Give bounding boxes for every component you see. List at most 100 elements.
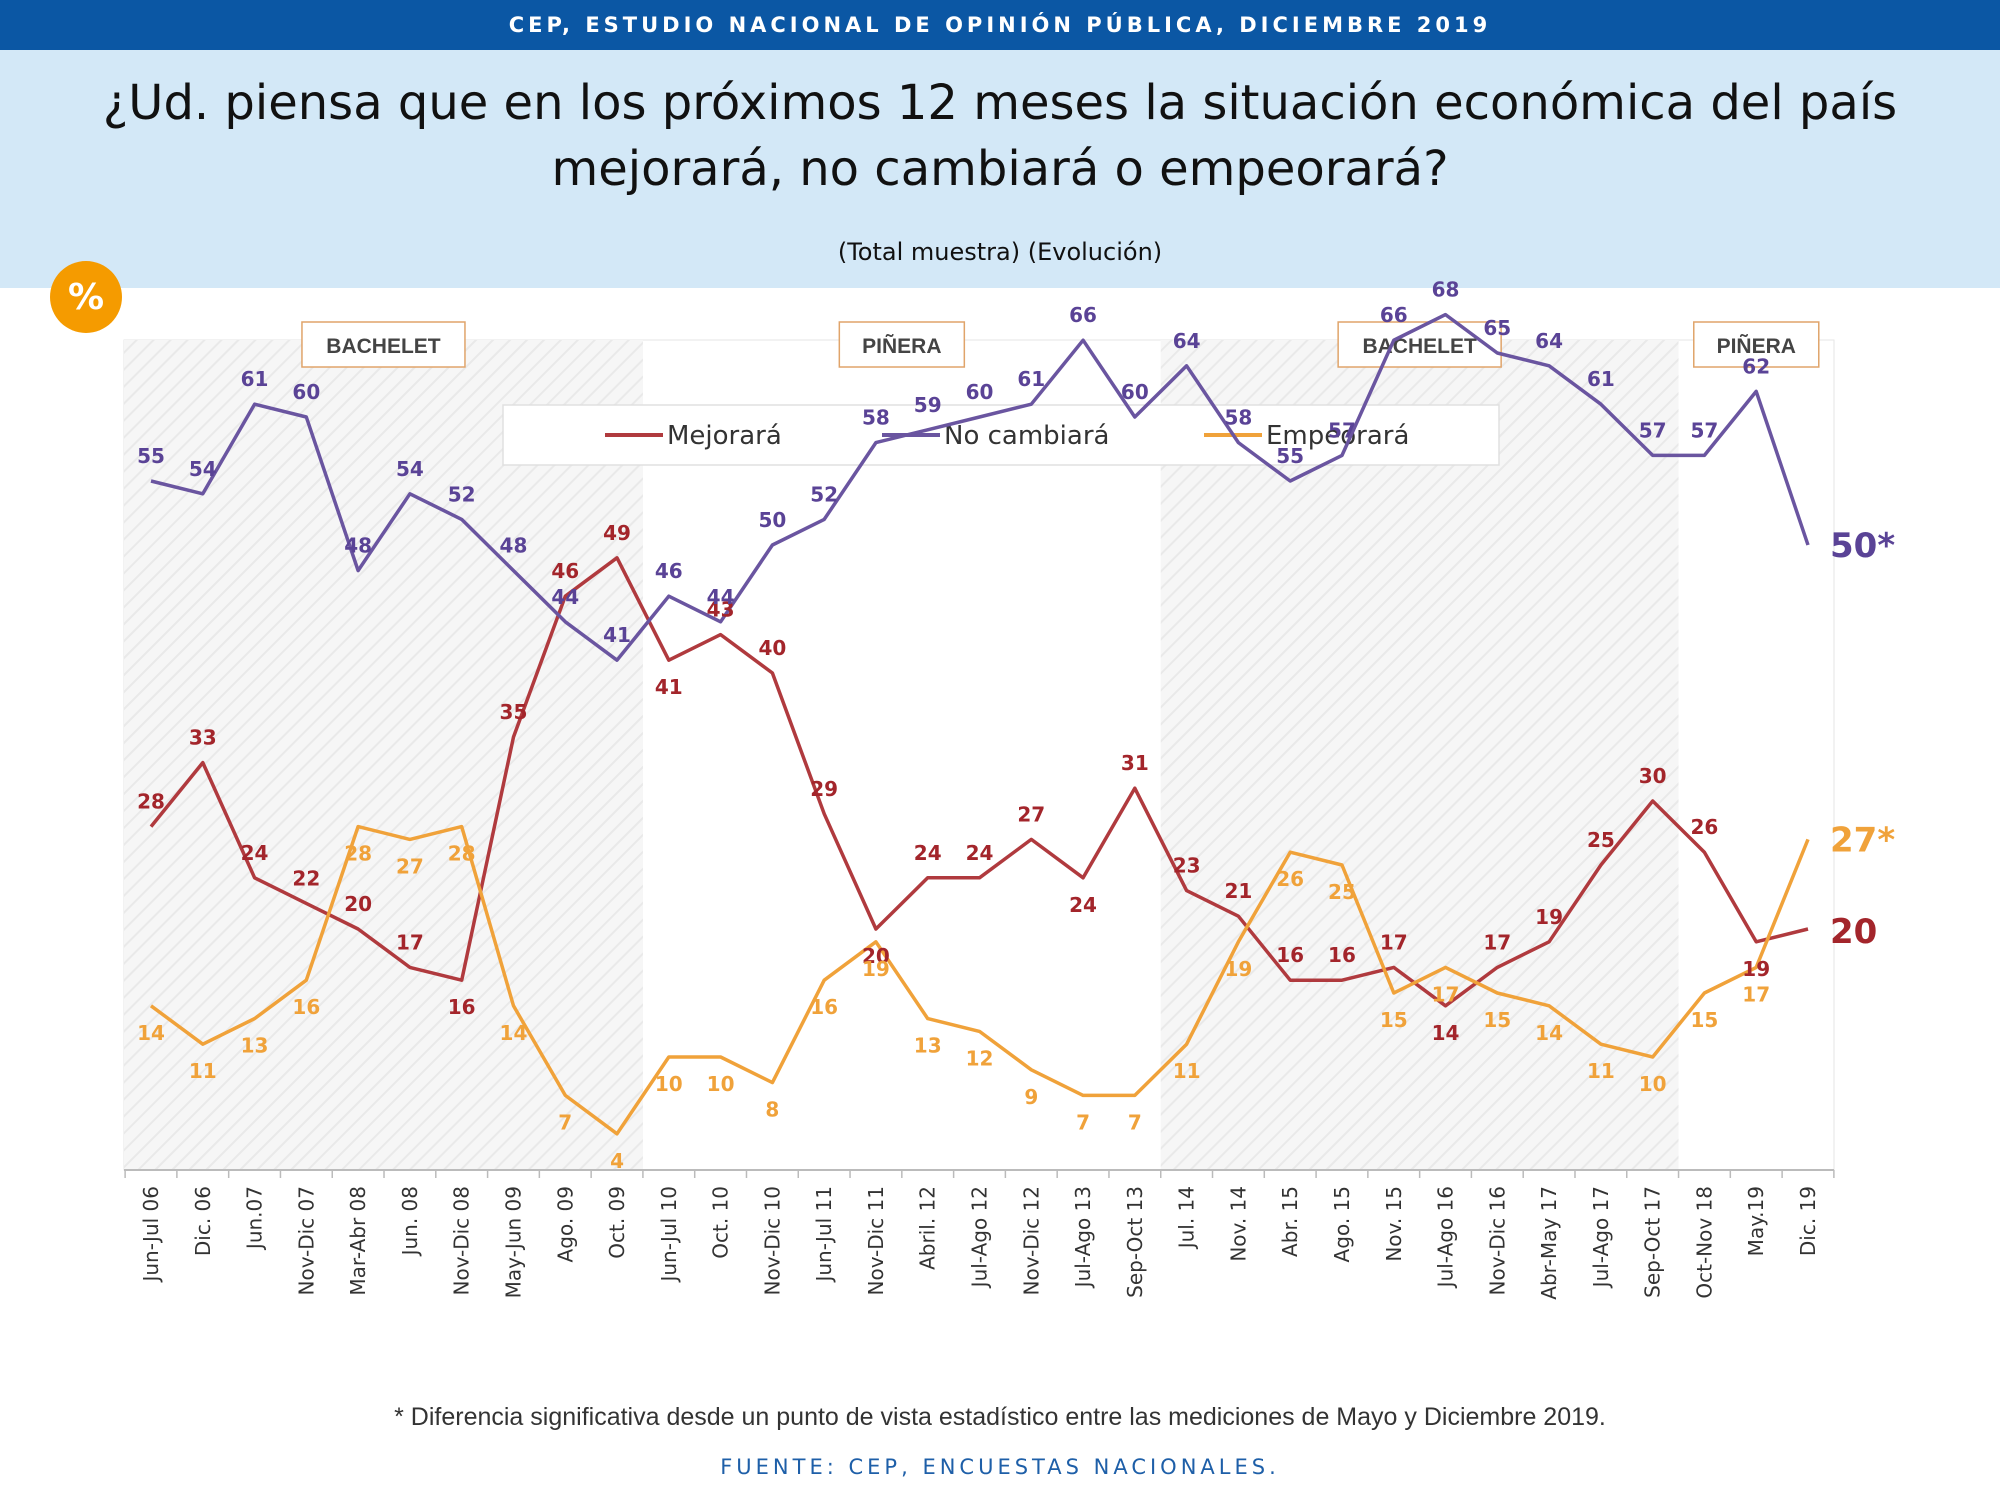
title-band (0, 50, 2000, 288)
x-tick-label: Nov. 15 (1382, 1186, 1406, 1262)
data-label: 44 (707, 585, 735, 609)
x-tick-label: Jun.07 (243, 1186, 267, 1251)
data-label: 13 (241, 1034, 269, 1058)
data-label: 64 (1173, 329, 1201, 353)
legend-label-0: Mejorará (667, 421, 782, 451)
data-label: 60 (292, 380, 320, 404)
data-label: 15 (1691, 1008, 1719, 1032)
data-label: 7 (1076, 1110, 1090, 1134)
period-box-1 (838, 321, 966, 368)
data-label: 59 (914, 393, 942, 417)
last-value-label-2: 27* (1830, 820, 1895, 860)
data-label: 68 (1432, 278, 1460, 302)
legend-box (502, 404, 1500, 466)
data-label: 29 (810, 777, 838, 801)
data-label: 10 (707, 1072, 735, 1096)
data-label: 16 (292, 995, 320, 1019)
data-label: 10 (655, 1072, 683, 1096)
data-label: 17 (396, 930, 424, 954)
data-label: 61 (241, 367, 269, 391)
data-label: 15 (1483, 1008, 1511, 1032)
chart-subtitle: (Total muestra) (Evolución) (837, 238, 1163, 266)
data-label: 24 (1069, 893, 1097, 917)
data-label: 14 (1535, 1021, 1563, 1045)
data-label: 14 (137, 1021, 165, 1045)
data-label: 19 (1224, 957, 1252, 981)
period-label-3: PIÑERA (1717, 335, 1796, 358)
data-label: 64 (1535, 329, 1563, 353)
data-label: 17 (1483, 930, 1511, 954)
data-label: 19 (1742, 957, 1770, 981)
data-label: 16 (1276, 943, 1304, 967)
series-line-0 (149, 556, 1809, 1008)
data-label: 7 (558, 1110, 572, 1134)
x-tick-label: Oct. 10 (709, 1186, 733, 1259)
x-tick-label: Dic. 19 (1796, 1186, 1820, 1256)
data-label: 65 (1483, 316, 1511, 340)
data-label: 31 (1121, 751, 1149, 775)
x-tick-label: Abr. 15 (1278, 1186, 1302, 1257)
series-line-2 (149, 824, 1810, 1136)
period-box-2 (1337, 321, 1502, 368)
x-tick-label: Jun-Jul 06 (139, 1186, 163, 1284)
data-label: 27 (396, 854, 424, 878)
data-label: 54 (396, 457, 424, 481)
data-label: 17 (1432, 982, 1460, 1006)
x-tick-label: Abril. 12 (916, 1186, 940, 1270)
data-label: 57 (1328, 418, 1356, 442)
data-label: 52 (448, 482, 476, 506)
data-label: 12 (966, 1046, 994, 1070)
period-label-0: BACHELET (326, 335, 441, 358)
data-label: 61 (1587, 367, 1615, 391)
data-label: 15 (1380, 1008, 1408, 1032)
x-tick-label: Oct. 09 (605, 1186, 629, 1259)
legend-label-1: No cambiará (944, 421, 1109, 451)
data-label: 60 (966, 380, 994, 404)
data-label: 46 (551, 559, 579, 583)
period-box-3 (1693, 321, 1820, 368)
percent-icon: % (50, 261, 122, 333)
period-shade-2 (1160, 340, 1679, 1170)
data-label: 41 (603, 623, 631, 647)
last-value-label-1: 50* (1830, 526, 1895, 566)
x-tick-label: Nov-Dic 08 (450, 1186, 474, 1295)
data-label: 57 (1691, 418, 1719, 442)
data-label: 58 (862, 406, 890, 430)
x-tick-label: Sep-Oct 13 (1123, 1186, 1147, 1298)
period-box-0 (301, 321, 466, 368)
data-label: 14 (500, 1021, 528, 1045)
data-label: 60 (1121, 380, 1149, 404)
data-label: 26 (1276, 867, 1304, 891)
data-label: 11 (1587, 1059, 1615, 1083)
data-label: 41 (655, 675, 683, 699)
x-tick-label: May.19 (1744, 1186, 1768, 1256)
data-label: 17 (1742, 982, 1770, 1006)
data-label: 33 (189, 726, 217, 750)
data-label: 19 (1535, 905, 1563, 929)
data-label: 54 (189, 457, 217, 481)
x-tick-label: Jul-Ago 12 (968, 1186, 992, 1289)
data-label: 57 (1639, 418, 1667, 442)
x-tick-label: Nov-Dic 07 (294, 1186, 318, 1295)
source-note: FUENTE: CEP, ENCUESTAS NACIONALES. (720, 1455, 1280, 1479)
data-label: 4 (610, 1149, 624, 1173)
data-label: 28 (448, 842, 476, 866)
data-label: 30 (1639, 764, 1667, 788)
x-tick-label: Oct-Nov 18 (1692, 1186, 1716, 1299)
data-label: 48 (344, 534, 372, 558)
data-label: 20 (344, 892, 372, 916)
x-tick-label: Ago. 09 (553, 1186, 577, 1262)
x-tick-label: May-Jun 09 (501, 1186, 525, 1298)
data-label: 28 (344, 842, 372, 866)
data-label: 16 (810, 995, 838, 1019)
data-label: 49 (603, 521, 631, 545)
data-label: 9 (1024, 1085, 1038, 1109)
data-label: 24 (241, 841, 269, 865)
data-label: 16 (448, 995, 476, 1019)
data-label: 46 (655, 559, 683, 583)
data-label: 17 (1380, 930, 1408, 954)
x-tick-label: Nov-Dic 16 (1485, 1186, 1509, 1295)
report-banner: CEP, ESTUDIO NACIONAL DE OPINIÓN PÚBLICA… (0, 0, 2000, 50)
x-tick-label: Sep-Oct 17 (1641, 1186, 1665, 1298)
footnote: * Diferencia significativa desde un punt… (394, 1403, 1606, 1431)
